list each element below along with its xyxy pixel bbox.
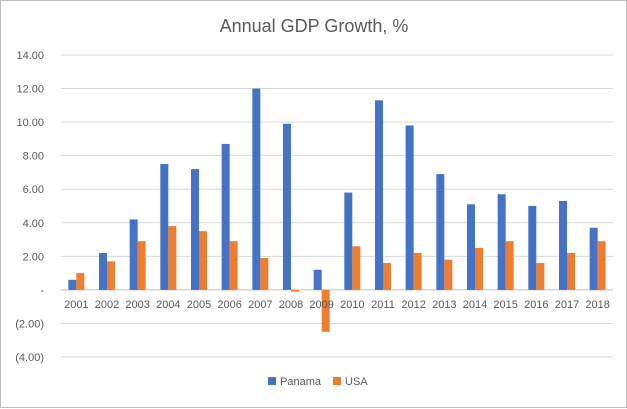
legend: Panama USA [268, 376, 368, 388]
bar-panama-2007 [252, 88, 261, 290]
bar-usa-2004 [168, 226, 177, 290]
bar-panama-2002 [99, 252, 107, 290]
y-axis-tick-labels: 14.00 12.00 10.00 8.00 6.00 4.00 2.00 - (2.00) (4… [15, 50, 44, 364]
bar-usa-2001 [76, 273, 85, 290]
bar-panama-2008 [283, 123, 291, 290]
bar-panama-2016 [528, 206, 537, 290]
bar-usa-2008 [291, 289, 299, 292]
bar-panama-2013 [436, 174, 445, 290]
y-tick-label: - [40, 285, 44, 297]
y-tick-label: 4.00 [23, 218, 44, 230]
x-tick-label: 2013 [432, 299, 456, 311]
x-tick-label: 2011 [371, 299, 395, 311]
y-tick-label: 8.00 [23, 151, 44, 163]
bar-usa-2011 [383, 263, 391, 290]
bar-usa-2017 [567, 252, 575, 290]
x-tick-label: 2004 [156, 299, 180, 311]
x-tick-label: 2016 [524, 299, 548, 311]
bar-usa-2013 [444, 259, 453, 290]
bar-panama-2003 [129, 219, 138, 290]
bar-usa-2016 [536, 263, 545, 290]
y-tick-label: 2.00 [23, 251, 44, 263]
x-tick-label: 2008 [279, 299, 303, 311]
bar-usa-2015 [505, 241, 514, 290]
bar-usa-2018 [597, 241, 606, 290]
y-tick-label: 10.00 [16, 117, 44, 129]
bar-usa-2012 [413, 252, 422, 290]
bar-panama-2004 [160, 164, 169, 290]
bar-usa-2010 [352, 246, 361, 290]
bar-usa-2002 [107, 261, 115, 290]
bar-panama-2001 [68, 279, 77, 290]
bar-panama-2014 [467, 204, 475, 290]
bar-usa-2006 [229, 241, 238, 290]
gridlines [61, 54, 613, 358]
x-tick-label: 2009 [309, 299, 333, 311]
bar-panama-2010 [344, 192, 353, 290]
x-tick-label: 2002 [95, 299, 119, 311]
bar-panama-2006 [221, 143, 230, 290]
bar-usa-2003 [137, 241, 146, 290]
x-tick-label: 2012 [401, 299, 425, 311]
legend-swatch-panama [268, 377, 276, 385]
bar-panama-2015 [497, 194, 506, 290]
bar-panama-2011 [375, 100, 383, 290]
bar-panama-2018 [589, 227, 598, 290]
x-tick-label: 2018 [585, 299, 609, 311]
y-tick-label: (4.00) [15, 352, 44, 364]
x-tick-label: 2017 [555, 299, 579, 311]
bar-usa-2007 [260, 258, 269, 290]
x-tick-label: 2001 [64, 299, 88, 311]
x-tick-label: 2007 [248, 299, 272, 311]
x-tick-label: 2003 [125, 299, 149, 311]
legend-swatch-usa [333, 377, 341, 385]
y-tick-label: 14.00 [16, 50, 44, 62]
bar-usa-2009 [321, 289, 330, 332]
bar-panama-2017 [559, 200, 567, 290]
y-tick-label: (2.00) [15, 318, 44, 330]
x-tick-label: 2006 [217, 299, 241, 311]
x-tick-label: 2014 [463, 299, 487, 311]
legend-label-panama: Panama [280, 376, 322, 388]
chart-title: Annual GDP Growth, % [220, 16, 409, 36]
bar-usa-2014 [475, 247, 483, 290]
y-tick-label: 6.00 [23, 184, 44, 196]
x-axis-tick-labels: 2001 2002 2003 2004 2005 2006 2007 2008 2009 2010… [64, 299, 610, 311]
y-tick-label: 12.00 [16, 84, 44, 96]
bar-panama-2009 [313, 269, 322, 290]
bars [68, 88, 606, 332]
bar-panama-2012 [405, 125, 414, 290]
x-tick-label: 2005 [187, 299, 211, 311]
bar-usa-2005 [199, 231, 207, 290]
legend-label-usa: USA [345, 376, 368, 388]
bar-panama-2005 [191, 169, 199, 290]
x-tick-label: 2010 [340, 299, 364, 311]
x-tick-label: 2015 [493, 299, 517, 311]
